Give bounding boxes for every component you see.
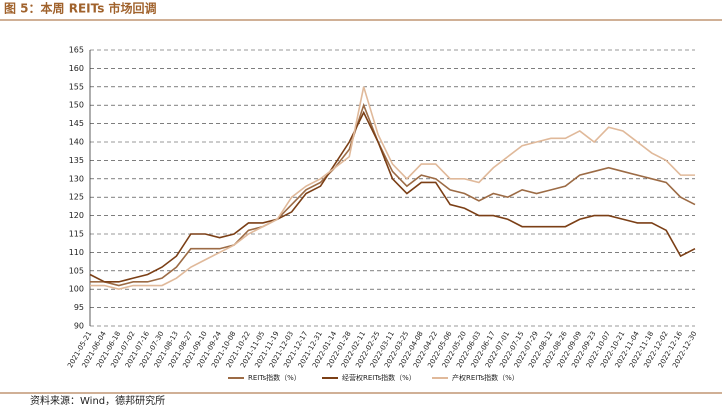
series-line: [90, 102, 696, 287]
y-tick-label: 105: [69, 266, 84, 275]
series-line: [90, 86, 695, 291]
y-tick-label: 150: [69, 101, 84, 110]
legend-label: 产权REITs指数（%）: [452, 373, 519, 382]
y-tick-label: 125: [69, 193, 84, 202]
y-tick-label: 135: [69, 156, 84, 165]
y-tick-label: 115: [69, 230, 84, 239]
y-tick-label: 155: [69, 82, 84, 91]
y-tick-label: 120: [69, 211, 84, 220]
chart-title: 图 5：本周 REITs 市场回调: [4, 1, 157, 16]
y-tick-label: 90: [74, 322, 84, 331]
y-tick-label: 160: [69, 64, 84, 73]
y-tick-label: 110: [69, 248, 84, 257]
y-tick-label: 95: [74, 303, 84, 312]
y-tick-label: 130: [69, 174, 84, 183]
legend-label: REITs指数（%）: [248, 373, 301, 382]
y-tick-label: 140: [69, 138, 84, 147]
y-tick-label: 165: [69, 46, 84, 55]
source-note: 资料来源：Wind，德邦研究所: [30, 394, 165, 407]
series-line: [89, 110, 696, 283]
legend-label: 经营权REITs指数（%）: [342, 373, 416, 382]
y-tick-label: 145: [69, 119, 84, 128]
y-tick-label: 100: [69, 285, 84, 294]
